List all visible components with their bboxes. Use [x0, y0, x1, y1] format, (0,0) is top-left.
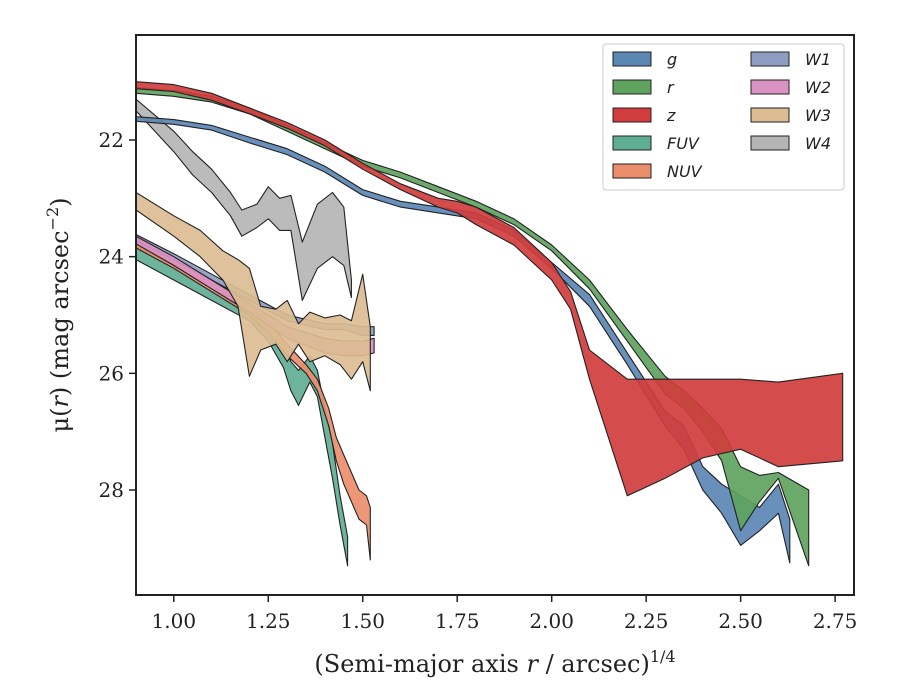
plot-frame	[135, 34, 855, 596]
legend-swatch	[750, 79, 790, 95]
legend-entry-r: r	[612, 78, 675, 97]
legend-label: W4	[805, 134, 831, 153]
y-axis-label: μ(r) (mag arcsec−2)	[43, 197, 74, 432]
x-tick-label: 2.00	[529, 609, 574, 633]
legend-label: NUV	[667, 162, 703, 181]
legend-swatch	[612, 163, 652, 179]
y-tick-label: 28	[99, 478, 124, 502]
axes: 1.00 1.25 1.50 1.75 2.00 2.25 2.50 2.75 22 24 26 28	[99, 128, 858, 633]
legend-swatch	[612, 79, 652, 95]
x-tick-label: 2.50	[718, 609, 763, 633]
legend-label: g	[667, 50, 677, 69]
y-tick-label: 26	[99, 361, 124, 385]
legend-entry-w1: W1	[750, 50, 831, 69]
x-axis-label: (Semi-major axis r / arcsec)1/4	[314, 647, 675, 678]
band-z	[136, 81, 844, 497]
legend-entry-g: g	[612, 50, 677, 69]
legend-label: z	[666, 106, 676, 125]
profile-bands	[136, 81, 844, 567]
legend-swatch	[750, 107, 790, 123]
band-w3	[136, 191, 371, 392]
legend-label: r	[667, 78, 675, 97]
legend: grz FUV NUV W1 W2 W3 W4	[602, 43, 845, 191]
x-tick-label: 1.50	[340, 609, 385, 633]
x-tick-label: 2.75	[813, 609, 858, 633]
band-g	[136, 116, 791, 564]
y-tick-label: 22	[99, 128, 124, 152]
legend-entry-fuv: FUV	[612, 134, 700, 153]
legend-entry-z: z	[612, 106, 676, 125]
legend-swatch	[750, 51, 790, 67]
legend-swatch	[612, 107, 652, 123]
band-w4	[136, 98, 352, 301]
x-tick-label: 1.75	[435, 609, 480, 633]
legend-entry-w4: W4	[750, 134, 831, 153]
x-tick-label: 1.25	[246, 609, 291, 633]
x-tick-label: 2.25	[624, 609, 669, 633]
legend-entry-nuv: NUV	[612, 162, 703, 181]
x-tick-label: 1.00	[152, 609, 197, 633]
legend-label: FUV	[667, 134, 700, 153]
y-tick-label: 24	[99, 245, 124, 269]
legend-label: W1	[805, 50, 831, 69]
legend-swatch	[612, 51, 652, 67]
legend-label: W2	[805, 78, 831, 97]
legend-entry-w2: W2	[750, 78, 831, 97]
legend-swatch	[612, 135, 652, 151]
legend-swatch	[750, 135, 790, 151]
legend-entry-w3: W3	[750, 106, 831, 125]
legend-label: W3	[805, 106, 831, 125]
